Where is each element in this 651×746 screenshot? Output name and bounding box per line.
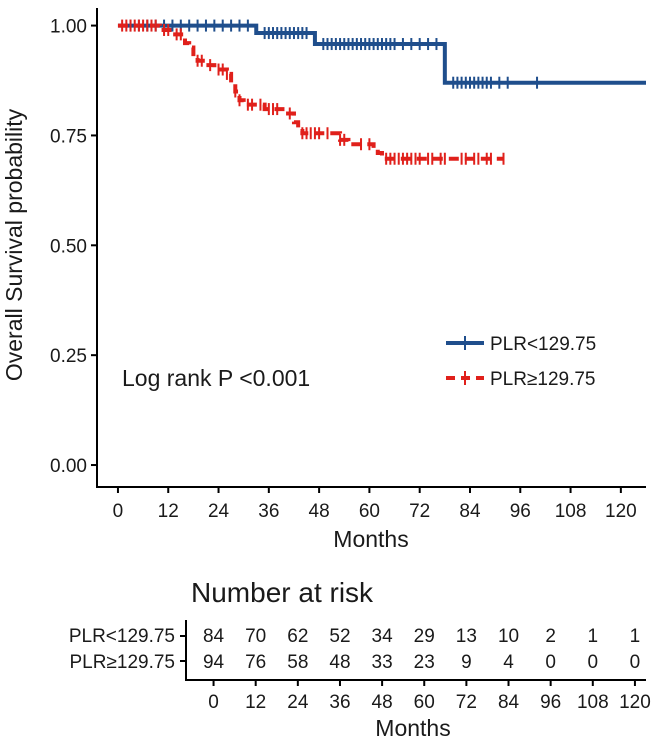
plot-y-ticks: 0.00 0.25 0.50 0.75 1.00 <box>50 17 97 477</box>
censor-marks <box>121 19 539 165</box>
y-tick-label: 0.25 <box>50 346 87 367</box>
risk-count-plr-high: 9 <box>461 652 472 673</box>
risk-count-plr-high: 76 <box>245 652 266 673</box>
x-tick-label: 36 <box>258 501 279 522</box>
risk-count-plr-low: 1 <box>588 626 599 647</box>
risk-x-tick-label: 108 <box>577 692 609 713</box>
x-tick-label: 0 <box>113 501 124 522</box>
risk-count-plr-low: 62 <box>287 626 308 647</box>
log-rank-annotation: Log rank P <0.001 <box>122 365 310 391</box>
x-tick-label: 72 <box>409 501 430 522</box>
risk-count-plr-low: 2 <box>545 626 556 647</box>
y-tick-label: 0.00 <box>50 456 87 477</box>
risk-x-tick-label: 60 <box>414 692 435 713</box>
curve-plr-high <box>117 23 504 161</box>
legend: PLR<129.75 PLR≥129.75 <box>446 334 596 390</box>
risk-x-tick-label: 0 <box>208 692 219 713</box>
risk-x-tick-label: 36 <box>329 692 350 713</box>
risk-count-plr-high: 0 <box>588 652 599 673</box>
risk-x-tick-label: 120 <box>619 692 651 713</box>
x-tick-label: 24 <box>208 501 230 522</box>
curve-plr-low <box>117 23 646 85</box>
y-tick-label: 0.75 <box>50 126 87 147</box>
survival-curves <box>117 23 646 161</box>
x-tick-label: 84 <box>459 501 481 522</box>
x-tick-label: 108 <box>555 501 587 522</box>
risk-count-plr-low: 13 <box>456 626 477 647</box>
risk-row-label-plr-high: PLR≥129.75 <box>69 652 175 673</box>
x-tick-label: 60 <box>359 501 380 522</box>
risk-count-plr-low: 52 <box>329 626 350 647</box>
risk-count-plr-high: 58 <box>287 652 308 673</box>
x-tick-label: 120 <box>605 501 637 522</box>
risk-count-plr-low: 70 <box>245 626 266 647</box>
risk-count-plr-low: 29 <box>414 626 435 647</box>
risk-x-tick-label: 84 <box>498 692 520 713</box>
risk-counts: 84 70 62 52 34 29 13 10 2 1 194 76 58 48 33 23 9 4 0 0 0 <box>203 626 640 673</box>
legend-item-plr-high: PLR≥129.75 <box>446 369 596 390</box>
risk-x-tick-label: 24 <box>287 692 309 713</box>
risk-count-plr-high: 94 <box>203 652 225 673</box>
x-axis-title: Months <box>333 526 408 552</box>
risk-count-plr-high: 33 <box>372 652 393 673</box>
risk-count-plr-low: 84 <box>203 626 225 647</box>
risk-count-plr-high: 23 <box>414 652 435 673</box>
risk-count-plr-high: 0 <box>630 652 641 673</box>
x-tick-label: 12 <box>158 501 179 522</box>
risk-count-plr-high: 48 <box>329 652 350 673</box>
x-tick-label: 48 <box>309 501 330 522</box>
y-axis-title: Overall Survival probability <box>1 108 27 381</box>
legend-label-plr-low: PLR<129.75 <box>490 334 596 355</box>
risk-count-plr-low: 34 <box>372 626 394 647</box>
x-tick-label: 96 <box>510 501 531 522</box>
risk-row-label-plr-low: PLR<129.75 <box>69 626 175 647</box>
legend-label-plr-high: PLR≥129.75 <box>490 369 596 390</box>
risk-x-tick-label: 72 <box>456 692 477 713</box>
risk-count-plr-high: 4 <box>503 652 514 673</box>
risk-x-tick-label: 96 <box>540 692 561 713</box>
plot-x-ticks: 0 12 24 36 48 60 72 84 96 108 120 <box>113 487 637 522</box>
risk-count-plr-high: 0 <box>545 652 556 673</box>
risk-count-plr-low: 1 <box>630 626 641 647</box>
risk-x-axis-title: Months <box>375 715 450 741</box>
risk-table-title: Number at risk <box>191 577 374 608</box>
risk-count-plr-low: 10 <box>498 626 519 647</box>
y-tick-label: 1.00 <box>50 17 87 38</box>
legend-item-plr-low: PLR<129.75 <box>446 334 596 355</box>
risk-x-tick-label: 48 <box>372 692 393 713</box>
y-tick-label: 0.50 <box>50 236 87 257</box>
risk-x-ticks: 0 12 24 36 48 60 72 84 96 108 120 <box>208 680 651 713</box>
risk-x-tick-label: 12 <box>245 692 266 713</box>
